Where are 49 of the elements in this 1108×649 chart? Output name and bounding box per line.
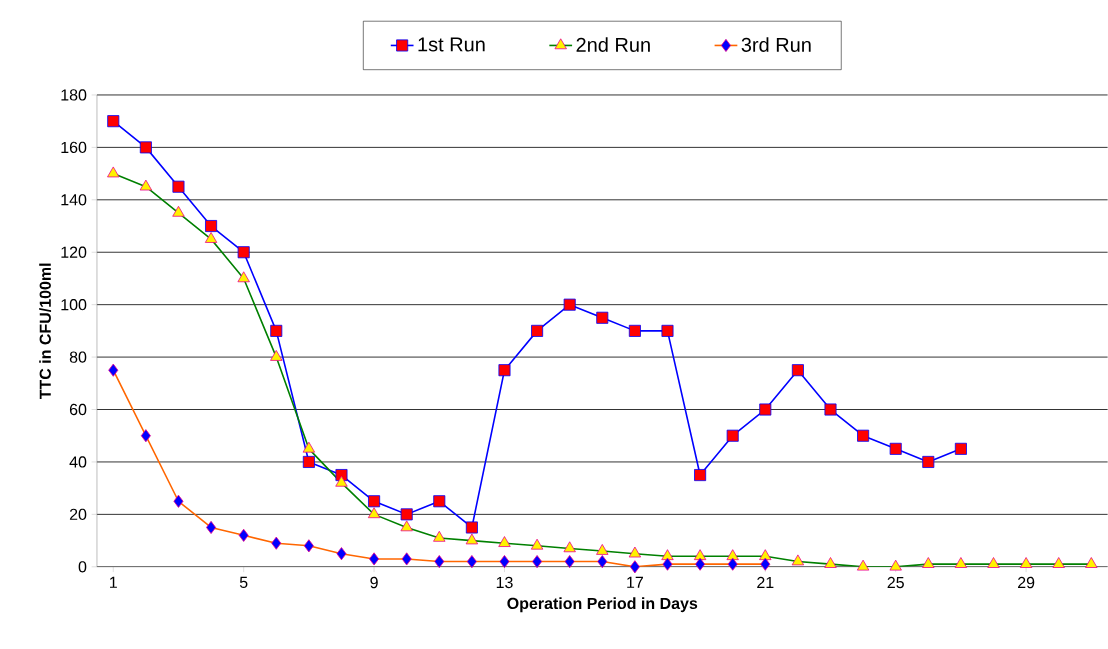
legend-label: 1st Run xyxy=(418,37,485,52)
x-tick-label: 1 xyxy=(110,576,117,588)
point xyxy=(824,403,837,416)
x-tick-label: 9 xyxy=(370,576,378,589)
point xyxy=(433,495,446,508)
point xyxy=(172,180,185,193)
y-tick-label: 160 xyxy=(61,141,87,154)
x-tick-label: 29 xyxy=(1018,576,1035,589)
x-tick-label: 25 xyxy=(887,576,904,589)
point xyxy=(596,311,609,324)
point xyxy=(237,246,250,259)
x-tick-label: 21 xyxy=(757,576,774,589)
point xyxy=(628,324,641,337)
legend-label: 3rd Run xyxy=(741,37,811,52)
point xyxy=(694,469,707,482)
y-tick-label: 40 xyxy=(69,456,87,468)
x-tick-label: 17 xyxy=(627,576,643,588)
point xyxy=(400,508,413,521)
y-tick-label: 100 xyxy=(61,299,87,311)
point xyxy=(107,115,120,128)
y-tick-label: 180 xyxy=(61,89,87,101)
point xyxy=(922,456,935,469)
point xyxy=(368,495,381,508)
point xyxy=(661,324,674,337)
point xyxy=(791,364,804,377)
point xyxy=(465,521,478,534)
point xyxy=(270,324,283,337)
y-axis-title: TTC in CFU/100ml xyxy=(39,263,52,400)
y-tick-label: 20 xyxy=(69,508,87,521)
x-axis-title: Operation Period in Days xyxy=(507,597,698,613)
y-tick-label: 120 xyxy=(61,246,87,258)
y-tick-label: 60 xyxy=(69,403,87,416)
point xyxy=(726,429,739,442)
y-tick-label: 140 xyxy=(61,194,87,206)
point xyxy=(954,442,967,455)
legend-label: 2nd Run xyxy=(576,37,650,52)
x-tick-label: 5 xyxy=(239,576,248,589)
point xyxy=(857,429,870,442)
point xyxy=(531,324,544,337)
y-tick-label: 0 xyxy=(78,561,87,573)
point xyxy=(563,298,576,311)
point xyxy=(759,403,772,416)
point xyxy=(498,364,511,377)
y-tick-label: 80 xyxy=(69,351,87,363)
point xyxy=(889,442,902,455)
point xyxy=(139,141,152,154)
point xyxy=(205,220,218,233)
point xyxy=(302,456,315,469)
x-tick-label: 13 xyxy=(496,576,513,589)
